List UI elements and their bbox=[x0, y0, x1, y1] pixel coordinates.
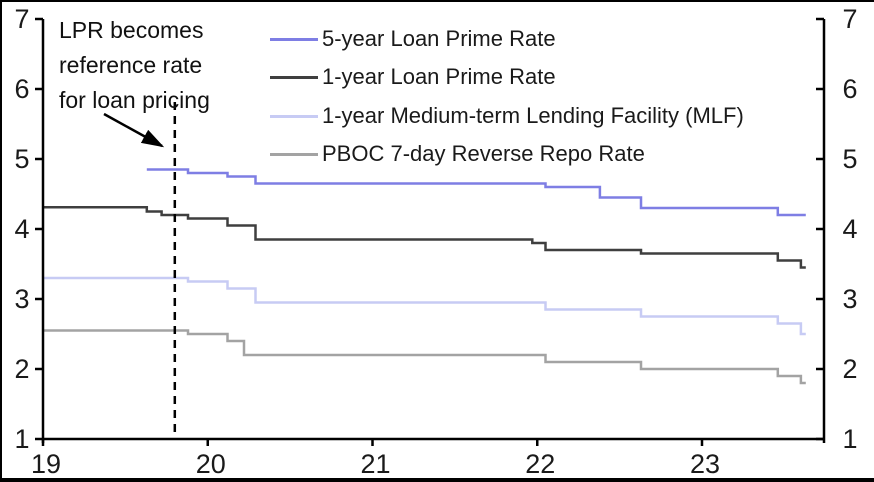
y-left-tick-label: 3 bbox=[14, 284, 29, 314]
y-right-tick-label: 7 bbox=[842, 4, 857, 34]
x-tick-label: 21 bbox=[360, 449, 390, 479]
y-right-tick-label: 1 bbox=[842, 424, 857, 454]
y-right-tick-label: 3 bbox=[842, 284, 857, 314]
y-right-tick-label: 4 bbox=[842, 214, 857, 244]
legend-swatch-icon bbox=[270, 75, 318, 79]
x-tick-label: 20 bbox=[196, 449, 226, 479]
annotation-text: LPR becomes reference rate for loan pric… bbox=[59, 17, 210, 113]
legend-swatch-icon bbox=[270, 37, 318, 41]
legend-swatch-icon bbox=[270, 114, 318, 118]
y-left-tick-label: 4 bbox=[14, 214, 29, 244]
legend-item-0: 5-year Loan Prime Rate bbox=[270, 20, 556, 58]
series-line-3 bbox=[43, 329, 806, 385]
annotation-graphics bbox=[103, 102, 177, 434]
x-tick-label: 19 bbox=[31, 449, 61, 479]
legend-label: PBOC 7-day Reverse Repo Rate bbox=[322, 141, 645, 166]
legend-label: 1-year Loan Prime Rate bbox=[322, 64, 556, 89]
y-left-tick-label: 7 bbox=[14, 4, 29, 34]
annotation-arrow bbox=[103, 112, 165, 148]
series-line-1 bbox=[43, 206, 806, 269]
legend-item-1: 1-year Loan Prime Rate bbox=[270, 58, 556, 96]
x-tick-label: 23 bbox=[690, 449, 720, 479]
legend-swatch-icon bbox=[270, 152, 318, 156]
x-tick-label: 22 bbox=[525, 449, 555, 479]
y-right-tick-label: 6 bbox=[842, 74, 857, 104]
y-right-tick-label: 5 bbox=[842, 144, 857, 174]
y-left-tick-label: 1 bbox=[14, 424, 29, 454]
legend-item-2: 1-year Medium-term Lending Facility (MLF… bbox=[270, 97, 744, 135]
series-lines bbox=[43, 168, 806, 385]
legend-label: 1-year Medium-term Lending Facility (MLF… bbox=[322, 103, 744, 128]
legend-item-3: PBOC 7-day Reverse Repo Rate bbox=[270, 135, 645, 173]
legend-label: 5-year Loan Prime Rate bbox=[322, 26, 556, 51]
y-left-tick-label: 6 bbox=[14, 74, 29, 104]
y-right-tick-label: 2 bbox=[842, 354, 857, 384]
series-line-2 bbox=[43, 276, 806, 336]
y-left-tick-label: 2 bbox=[14, 354, 29, 384]
series-line-0 bbox=[146, 168, 806, 217]
y-left-tick-label: 5 bbox=[14, 144, 29, 174]
